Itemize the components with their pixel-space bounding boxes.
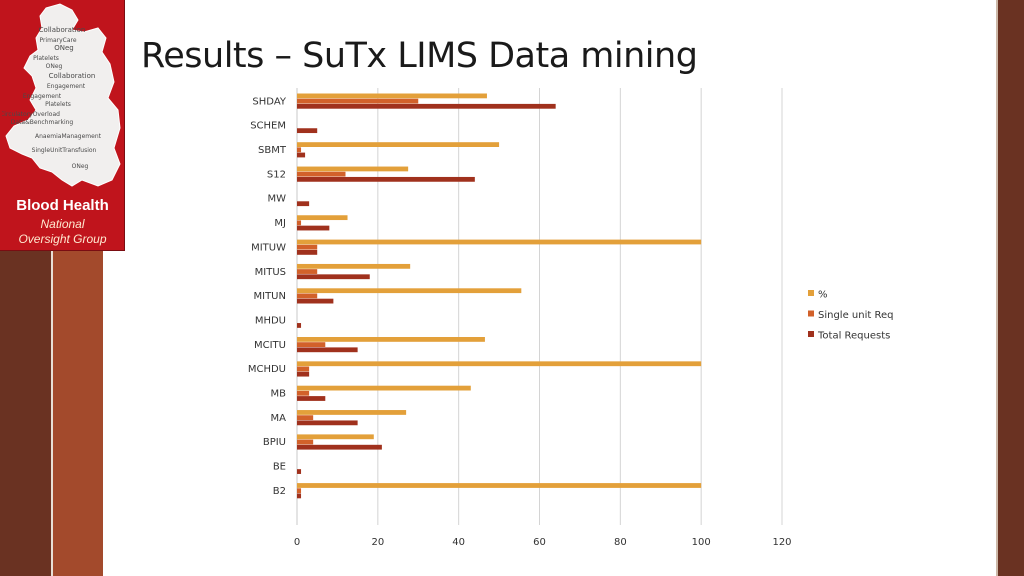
wordcloud-word: Platelets xyxy=(45,101,71,108)
wordcloud-word: Collaboration xyxy=(49,72,96,80)
y-category-label: BPIU xyxy=(263,437,286,448)
bar-mitus-series-2 xyxy=(297,274,370,280)
bar-sbmt-series-0 xyxy=(297,142,500,147)
wordcloud-word: AnaemiaManagement xyxy=(35,133,102,140)
y-category-label: MITUS xyxy=(255,267,286,278)
bar-shday-series-2 xyxy=(297,103,556,109)
bar-mitun-series-0 xyxy=(297,288,522,294)
bar-sbmt-series-1 xyxy=(297,147,302,153)
bar-shday-series-0 xyxy=(297,93,487,99)
bar-mb-series-1 xyxy=(297,390,310,396)
wordcloud-word: Platelets xyxy=(33,55,59,62)
bar-mitun-series-2 xyxy=(297,298,334,304)
bar-b2-series-2 xyxy=(297,493,302,499)
bar-mchdu-series-1 xyxy=(297,366,310,372)
bar-ma-series-1 xyxy=(297,415,314,421)
bar-bpiu-series-0 xyxy=(297,434,374,440)
bar-mcitu-series-1 xyxy=(297,342,326,347)
bar-mitus-series-0 xyxy=(297,263,411,269)
bar-bpiu-series-2 xyxy=(297,444,382,450)
bar-mchdu-series-2 xyxy=(297,371,310,377)
page-title: Results – SuTx LIMS Data mining xyxy=(141,36,698,76)
bar-schem-series-2 xyxy=(297,128,318,134)
wordcloud-word: Engagement xyxy=(47,83,86,90)
blood-health-logo: Collaboration PrimaryCare ONeg Platelets ONe… xyxy=(0,0,125,251)
x-tick-label: 20 xyxy=(371,537,384,548)
y-category-label: SBMT xyxy=(258,145,287,156)
wordcloud-word: Collaboration xyxy=(39,26,86,34)
y-category-label: MITUN xyxy=(254,291,287,302)
right-decor-band xyxy=(998,0,1024,576)
wordcloud-word: SingleUnitTransfusion xyxy=(32,147,97,154)
y-category-label: MCHDU xyxy=(248,364,286,375)
bar-s12-series-0 xyxy=(297,166,409,172)
bar-mchdu-series-0 xyxy=(297,361,702,367)
bar-mj-series-0 xyxy=(297,215,348,221)
legend-label: Total Requests xyxy=(817,331,890,342)
y-category-label: MB xyxy=(271,389,287,400)
bar-mj-series-2 xyxy=(297,225,330,231)
bar-mb-series-2 xyxy=(297,396,326,401)
wordcloud-word: ONeg xyxy=(72,163,89,170)
bar-mb-series-0 xyxy=(297,385,471,391)
wordcloud-word: ONeg xyxy=(54,44,74,52)
bar-mj-series-1 xyxy=(297,220,302,226)
x-tick-label: 100 xyxy=(692,537,711,548)
wordcloud-word: Engagement xyxy=(23,93,62,100)
bar-ma-series-2 xyxy=(297,420,358,426)
bar-s12-series-2 xyxy=(297,176,475,182)
y-category-label: SHDAY xyxy=(252,96,286,107)
left-decor-divider xyxy=(51,0,53,576)
legend-label: Single unit Req xyxy=(818,310,893,321)
legend-swatch xyxy=(808,310,814,317)
y-category-label: MHDU xyxy=(255,315,286,326)
right-decor-divider xyxy=(996,0,998,576)
bar-b2-series-0 xyxy=(297,483,702,488)
bar-b2-series-1 xyxy=(297,488,302,494)
bar-mcitu-series-0 xyxy=(297,337,485,342)
y-category-label: B2 xyxy=(273,486,286,497)
bar-bpiu-series-1 xyxy=(297,439,314,445)
bar-s12-series-1 xyxy=(297,171,346,177)
y-category-label: MW xyxy=(267,194,286,205)
bar-sbmt-series-2 xyxy=(297,152,306,158)
bar-mitun-series-1 xyxy=(297,293,318,299)
logo-title: Blood Health xyxy=(16,197,109,214)
bar-mitus-series-1 xyxy=(297,269,318,274)
bar-mituw-series-2 xyxy=(297,250,318,255)
bar-mw-series-2 xyxy=(297,201,310,207)
legend-label: % xyxy=(818,290,828,301)
y-category-label: BE xyxy=(273,462,286,473)
wordcloud-word: ONeg xyxy=(46,63,63,70)
y-category-label: MJ xyxy=(274,218,286,229)
y-category-label: MA xyxy=(271,413,287,424)
y-category-label: MITUW xyxy=(251,242,286,253)
logo-subtitle-line1: National xyxy=(40,217,85,231)
bar-be-series-2 xyxy=(297,469,302,474)
y-category-label: SCHEM xyxy=(250,121,286,132)
wordcloud-word: PrimaryCare xyxy=(39,37,76,44)
bar-mituw-series-1 xyxy=(297,244,318,250)
legend-swatch xyxy=(808,331,814,337)
wordcloud-word: Data&Benchmarking xyxy=(11,119,74,126)
bar-mituw-series-0 xyxy=(297,239,702,245)
legend-swatch xyxy=(808,290,814,296)
wales-wordcloud-map-icon: CollaborationPrimaryCareONegPlateletsONe… xyxy=(2,3,121,187)
y-category-label: S12 xyxy=(267,169,286,180)
bar-mcitu-series-2 xyxy=(297,347,358,353)
x-tick-label: 0 xyxy=(294,537,300,548)
x-tick-label: 80 xyxy=(614,537,627,548)
wordcloud-word: CirculatoryOverload xyxy=(2,111,60,118)
bar-shday-series-1 xyxy=(297,98,419,104)
y-category-label: MCITU xyxy=(254,340,286,351)
logo-subtitle-line2: Oversight Group xyxy=(18,232,107,246)
x-tick-label: 60 xyxy=(533,537,546,548)
x-tick-label: 40 xyxy=(452,537,465,548)
bar-mhdu-series-2 xyxy=(297,323,302,328)
x-tick-label: 120 xyxy=(772,537,791,548)
bar-ma-series-0 xyxy=(297,410,407,415)
